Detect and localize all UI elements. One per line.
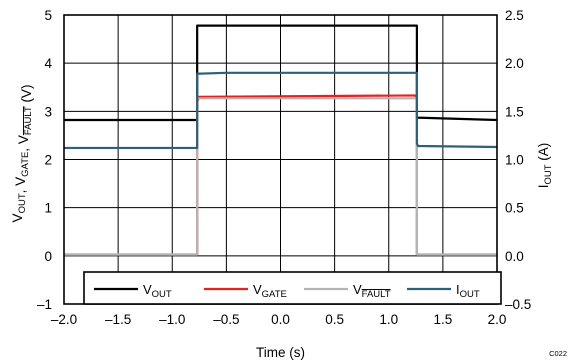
y-left-tick-label: 1 <box>44 201 52 216</box>
y-right-tick-label: 1.5 <box>505 104 524 119</box>
y-left-tick-label: 5 <box>44 8 52 23</box>
y-right-tick-label: 1.0 <box>505 153 524 168</box>
y-left-tick-label: –1 <box>37 297 52 312</box>
axis-ticks: –2.0 –1.5 –1.0 –0.5 0.0 0.5 1.0 1.5 2.0 –1 0 1 2 3 4 5 –… <box>37 8 531 327</box>
x-tick-label: 2.0 <box>488 312 507 327</box>
y-right-tick-label: 2.5 <box>505 8 524 23</box>
legend-label-vgate: VGATE <box>253 282 287 300</box>
y-left-tick-label: 4 <box>44 56 52 71</box>
legend: VOUT VGATE VFAULT IOUT <box>83 271 502 305</box>
series-line-iout <box>64 71 498 150</box>
x-tick-label: –0.5 <box>213 312 239 327</box>
grid-lines <box>63 14 498 305</box>
series-lines <box>64 24 498 256</box>
y-right-axis-title: IOUT (A) <box>536 143 554 189</box>
y-left-tick-label: 3 <box>44 104 52 119</box>
x-tick-label: –1.0 <box>159 312 185 327</box>
x-tick-label: 0.0 <box>271 312 290 327</box>
y-left-tick-label: 0 <box>44 249 52 264</box>
x-tick-label: 1.0 <box>379 312 398 327</box>
x-tick-label: –2.0 <box>51 312 77 327</box>
figure-code: C022 <box>549 349 567 358</box>
y-left-tick-label: 2 <box>44 153 52 168</box>
y-left-axis-title: VOUT, VGATE, VFAULT (V) <box>10 85 34 223</box>
x-tick-label: –1.5 <box>105 312 131 327</box>
y-right-tick-label: 0.5 <box>505 201 524 216</box>
y-right-tick-label: –0.5 <box>505 297 531 312</box>
series-line-vfault <box>64 97 497 256</box>
x-tick-label: 0.5 <box>325 312 344 327</box>
series-line-vout <box>64 24 498 122</box>
x-axis-title: Time (s) <box>256 345 305 360</box>
y-right-tick-label: 0.0 <box>505 249 524 264</box>
x-tick-label: 1.5 <box>433 312 452 327</box>
axis-titles: Time (s) VOUT, VGATE, VFAULT (V) IOUT (A) C… <box>10 85 567 360</box>
legend-label-iout: IOUT <box>456 282 480 300</box>
legend-label-vout: VOUT <box>143 282 172 300</box>
legend-label-vfault: VFAULT <box>353 282 391 300</box>
y-right-tick-label: 2.0 <box>505 56 524 71</box>
